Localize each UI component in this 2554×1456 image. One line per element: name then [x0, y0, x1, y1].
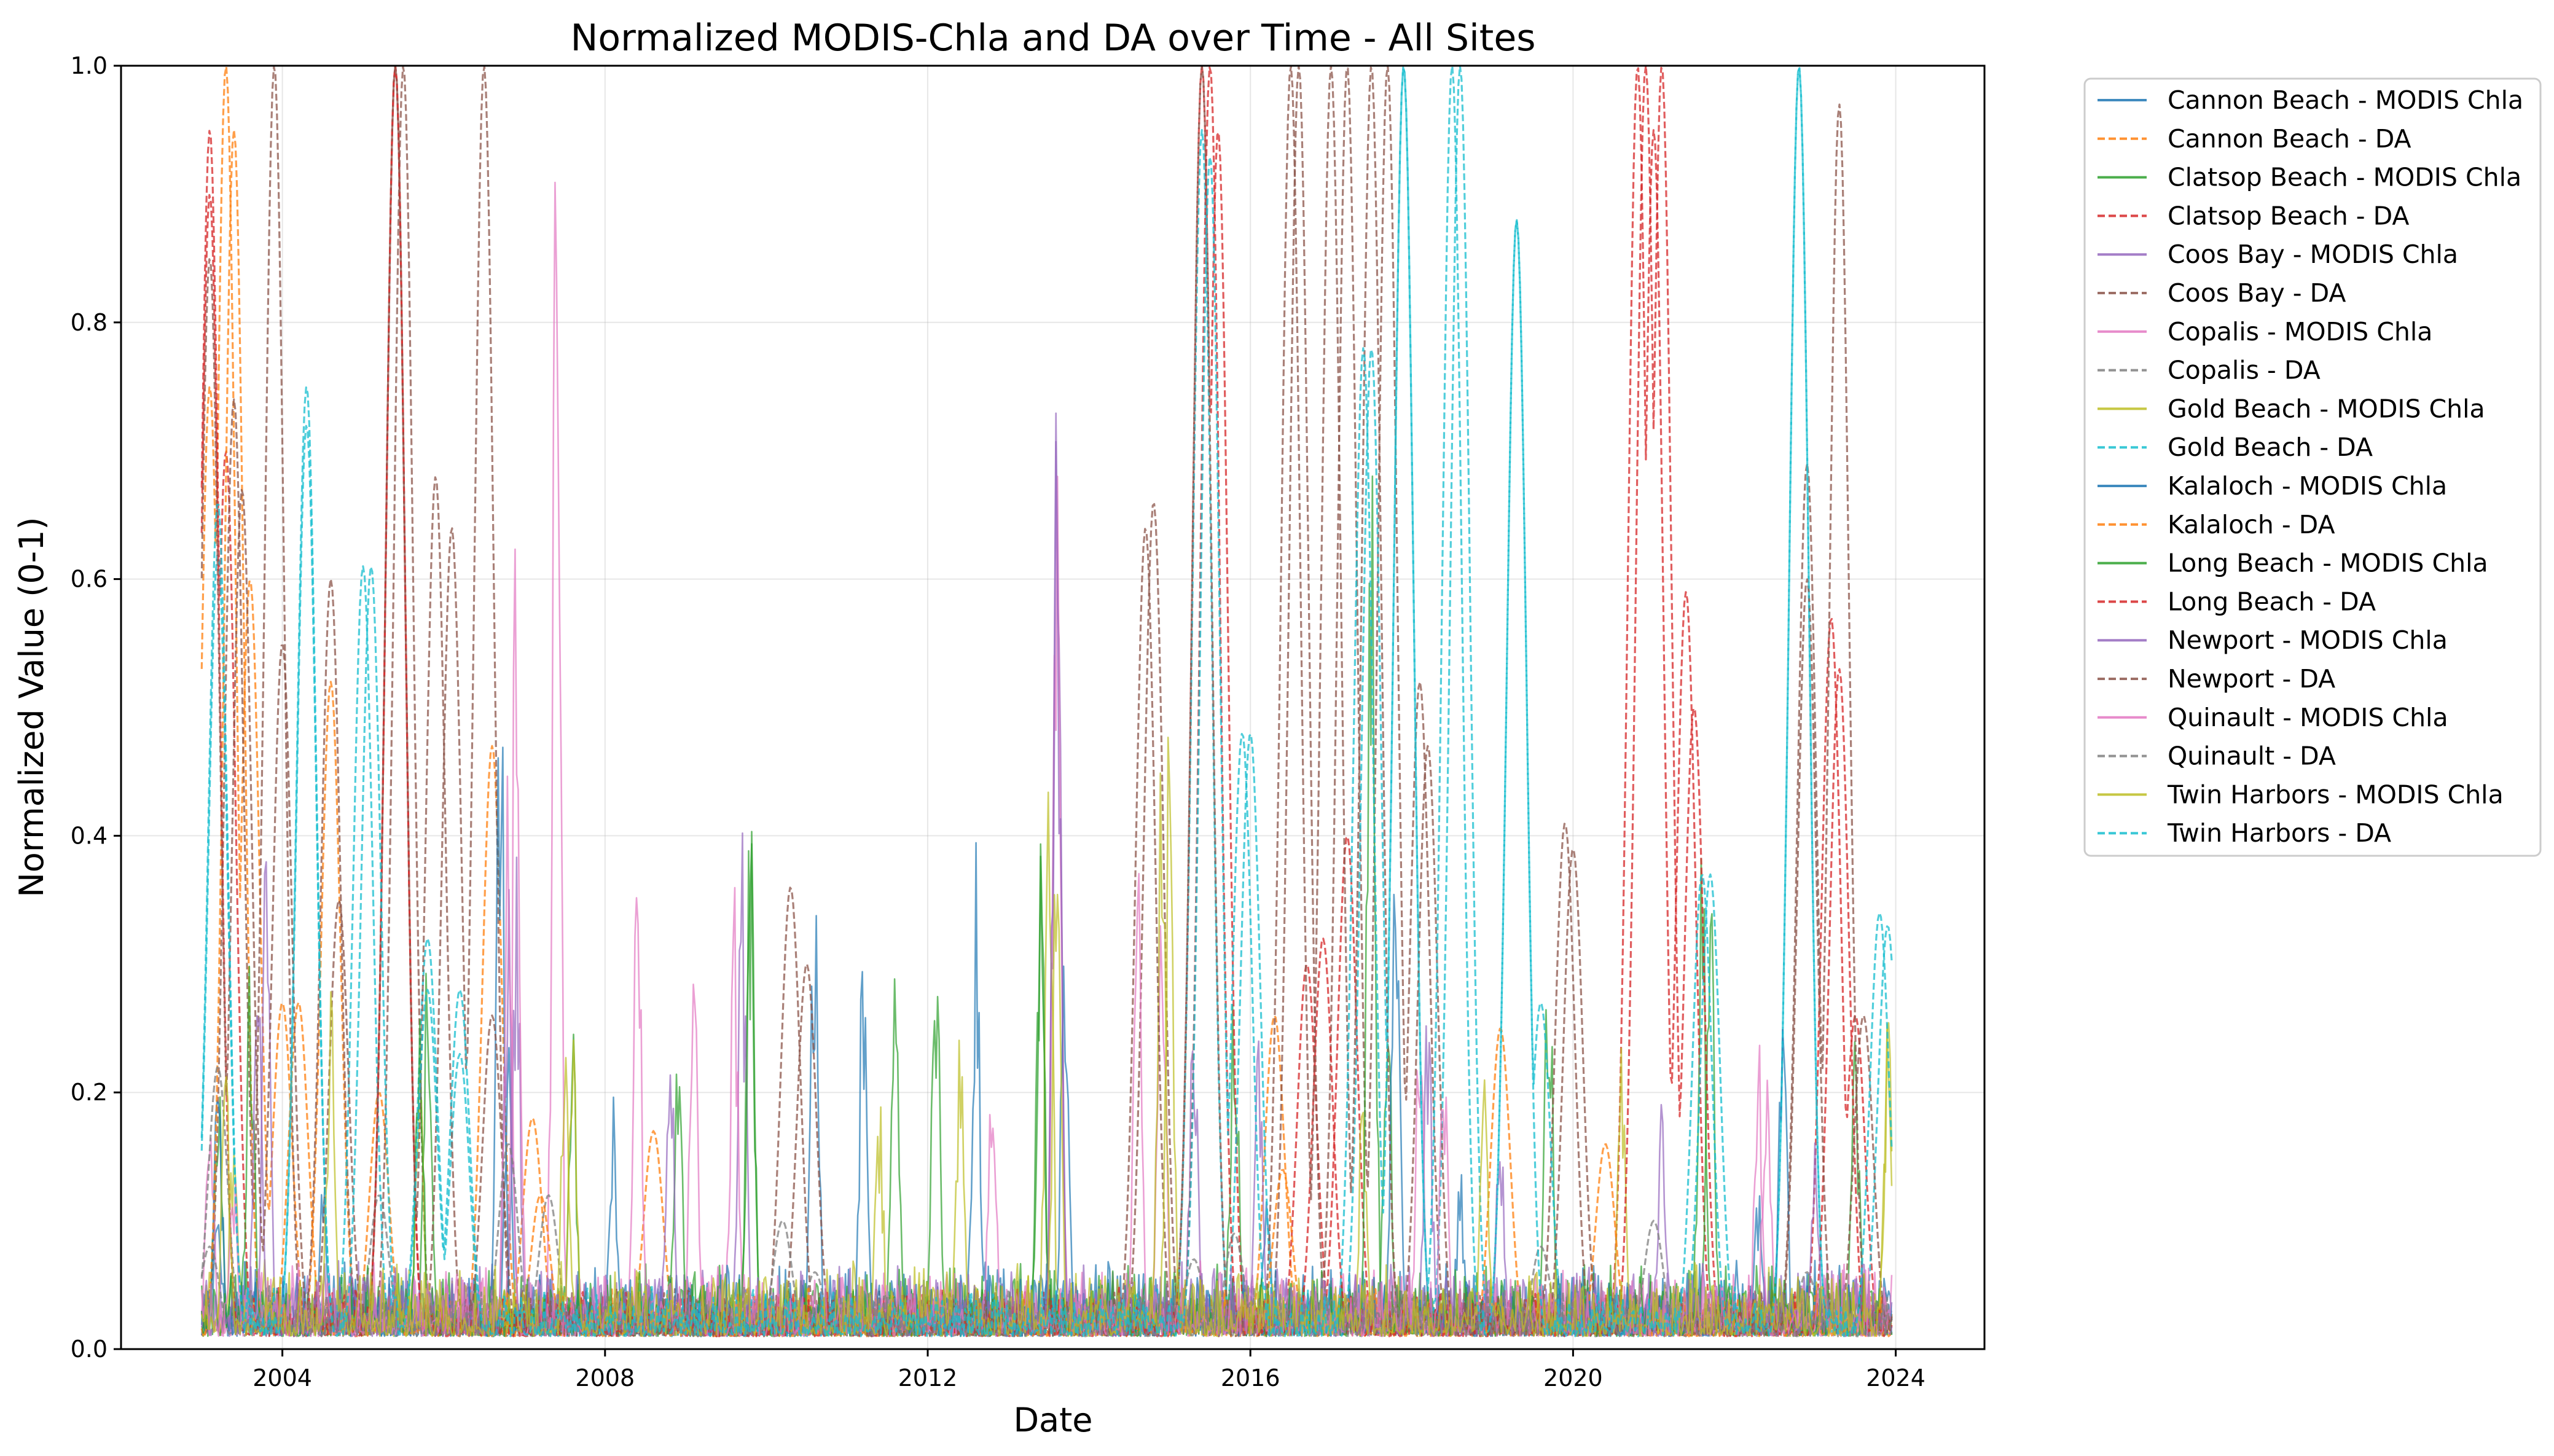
series-lines	[200, 66, 1893, 1337]
legend-label-kalaloch-da: Kalaloch - DA	[2168, 510, 2335, 539]
grid-lines	[121, 65, 1984, 1350]
legend-label-gold-beach-modis-chla: Gold Beach - MODIS Chla	[2168, 394, 2485, 423]
legend-items: Cannon Beach - MODIS Chla Cannon Beach - …	[2098, 85, 2523, 848]
y-axis-label: Normalized Value (0-1)	[12, 517, 51, 897]
x-tick-label: 2012	[898, 1364, 958, 1391]
x-axis-label: Date	[1013, 1401, 1092, 1439]
legend-label-long-beach-modis-chla: Long Beach - MODIS Chla	[2168, 549, 2488, 578]
y-axis-ticks: 0.0 0.2 0.4 0.6 0.8 1.0	[71, 52, 121, 1363]
legend-frame	[2083, 77, 2542, 857]
y-tick-label: 0.8	[71, 309, 108, 336]
legend-label-cannon-beach-modis-chla: Cannon Beach - MODIS Chla	[2168, 85, 2523, 115]
legend-label-coos-bay-modis-chla: Coos Bay - MODIS Chla	[2168, 240, 2458, 269]
y-tick-label: 0.4	[71, 822, 108, 849]
legend-label-long-beach-da: Long Beach - DA	[2168, 587, 2376, 616]
series-line-twin-harbors-da	[200, 66, 1893, 1337]
legend-label-cannon-beach-da: Cannon Beach - DA	[2168, 124, 2411, 154]
x-tick-label: 2004	[253, 1364, 312, 1391]
legend-label-newport-da: Newport - DA	[2168, 664, 2335, 694]
x-axis-ticks: 2004 2008 2012 2016 2020 2024	[253, 1349, 1925, 1391]
legend-label-quinault-modis-chla: Quinault - MODIS Chla	[2168, 703, 2448, 732]
legend-label-coos-bay-da: Coos Bay - DA	[2168, 278, 2346, 308]
legend-label-newport-modis-chla: Newport - MODIS Chla	[2168, 625, 2448, 655]
legend-label-quinault-da: Quinault - DA	[2168, 742, 2336, 771]
x-tick-label: 2024	[1866, 1364, 1925, 1391]
legend-label-twin-harbors-da: Twin Harbors - DA	[2167, 818, 2391, 848]
y-tick-label: 0.6	[71, 566, 108, 593]
y-tick-label: 0.2	[71, 1079, 108, 1106]
x-tick-label: 2020	[1543, 1364, 1603, 1391]
legend-label-clatsop-beach-da: Clatsop Beach - DA	[2168, 201, 2409, 230]
y-tick-label: 0.0	[71, 1336, 108, 1363]
legend-label-copalis-modis-chla: Copalis - MODIS Chla	[2168, 317, 2432, 346]
y-tick-label: 1.0	[71, 52, 108, 79]
legend-label-twin-harbors-modis-chla: Twin Harbors - MODIS Chla	[2167, 780, 2504, 809]
legend-label-copalis-da: Copalis - DA	[2168, 356, 2321, 385]
legend-label-gold-beach-da: Gold Beach - DA	[2168, 432, 2373, 462]
x-tick-label: 2016	[1221, 1364, 1280, 1391]
legend: Cannon Beach - MODIS Chla Cannon Beach - …	[2083, 77, 2542, 857]
legend-label-kalaloch-modis-chla: Kalaloch - MODIS Chla	[2168, 471, 2447, 501]
x-tick-label: 2008	[575, 1364, 635, 1391]
legend-label-clatsop-beach-modis-chla: Clatsop Beach - MODIS Chla	[2168, 163, 2521, 192]
plot-area-frame	[120, 65, 1986, 1350]
chart-title: Normalized MODIS-Chla and DA over Time -…	[570, 17, 1535, 60]
